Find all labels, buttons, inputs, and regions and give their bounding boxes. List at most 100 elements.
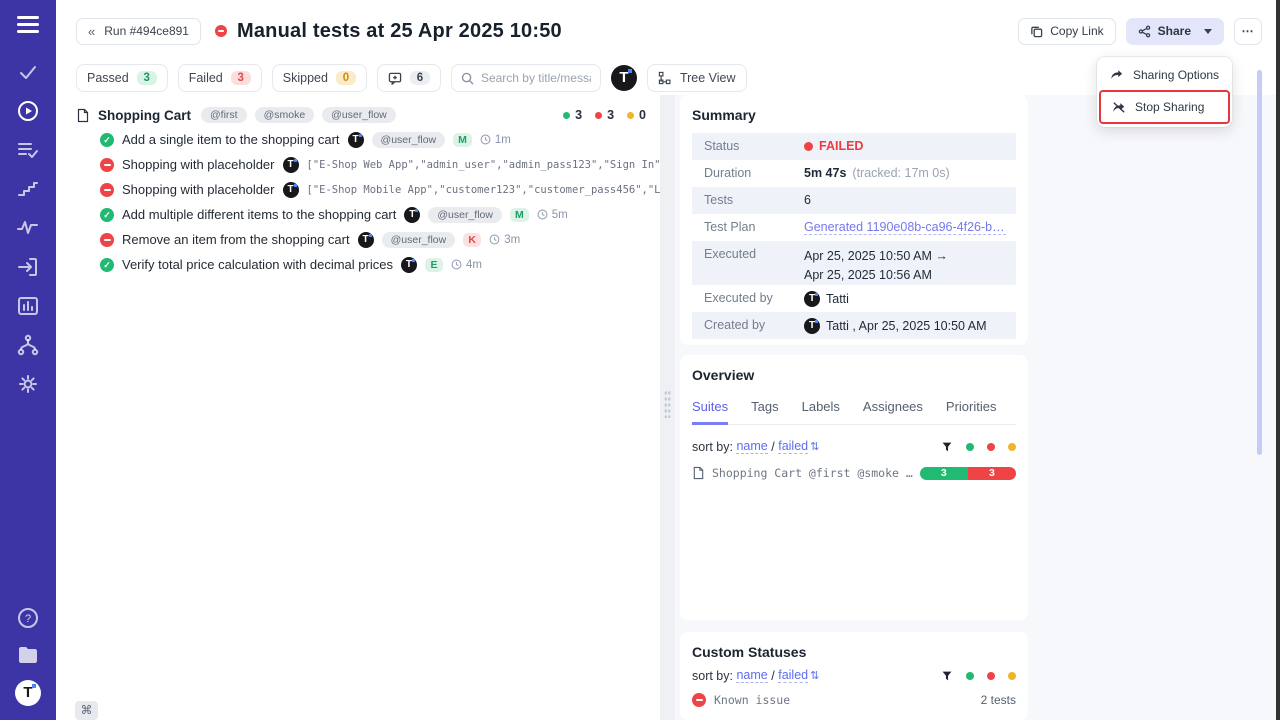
- menu-item-sharing-options[interactable]: Sharing Options: [1099, 60, 1230, 90]
- test-row[interactable]: Remove an item from the shopping cart @u…: [76, 227, 660, 252]
- pane-resize-handle[interactable]: [660, 95, 675, 720]
- assignee-filter-avatar[interactable]: [610, 65, 637, 91]
- sort-by-failed-link[interactable]: failed: [778, 439, 809, 454]
- failed-dot-icon: [804, 141, 813, 151]
- suite-name: Shopping Cart: [98, 107, 191, 123]
- summary-label: Test Plan: [704, 220, 756, 234]
- sidebar-item-steps[interactable]: [16, 177, 40, 201]
- share-button[interactable]: Share: [1125, 17, 1224, 45]
- test-row[interactable]: Shopping with placeholder ["E-Shop Mobil…: [76, 177, 776, 202]
- skipped-dot-icon[interactable]: [1008, 442, 1016, 451]
- suite-header[interactable]: Shopping Cart @first @smoke @user_flow 3…: [76, 103, 660, 127]
- sort-by-name-link[interactable]: name: [736, 668, 768, 683]
- tag-pill[interactable]: @smoke: [254, 107, 315, 123]
- passed-dot-icon[interactable]: [966, 671, 974, 680]
- sort-separator: /: [771, 668, 775, 683]
- test-plan-link[interactable]: Generated 1190e08b-ca96-4f26-b10f-d6dc..…: [804, 220, 1006, 235]
- test-row[interactable]: Shopping with placeholder ["E-Shop Web A…: [76, 152, 776, 177]
- menu-item-stop-sharing[interactable]: Stop Sharing: [1099, 90, 1230, 124]
- page-title: Manual tests at 25 Apr 2025 10:50: [236, 19, 562, 42]
- tab-suites[interactable]: Suites: [692, 395, 729, 425]
- search-input[interactable]: [480, 71, 591, 85]
- test-row[interactable]: Verify total price calculation with deci…: [76, 252, 660, 277]
- comments-filter-button[interactable]: 6: [376, 64, 441, 92]
- custom-status-name: Known issue: [714, 693, 791, 707]
- overview-suite-row[interactable]: Shopping Cart @first @smoke … 3 3: [692, 466, 1016, 480]
- tag-pill[interactable]: @user_flow: [322, 107, 396, 123]
- sort-direction-icon[interactable]: ⇅: [810, 441, 820, 453]
- keyboard-shortcut-button[interactable]: ⌘: [75, 701, 98, 720]
- filter-bar: Passed 3 Failed 3 Skipped 0 6 Tree View: [76, 64, 747, 92]
- import-icon: [18, 258, 37, 276]
- sidebar-item-import[interactable]: [16, 255, 40, 279]
- suite-passed-count: 3: [575, 108, 583, 122]
- sort-direction-icon[interactable]: ⇅: [810, 670, 820, 682]
- sidebar-item-tests[interactable]: [16, 60, 40, 84]
- skipped-dot-icon[interactable]: [1008, 671, 1016, 680]
- summary-label: Tests: [704, 193, 734, 207]
- failed-dot-icon[interactable]: [987, 442, 995, 451]
- failed-bar-segment: 3: [967, 466, 1016, 480]
- custom-status-badge: M: [453, 132, 472, 147]
- custom-status-badge: M: [509, 207, 529, 222]
- filter-failed-button[interactable]: Failed 3: [177, 64, 262, 92]
- tree-view-button[interactable]: Tree View: [646, 64, 747, 92]
- tests-count: 6: [804, 193, 811, 207]
- tag-pill[interactable]: @user_flow: [428, 206, 502, 223]
- suite-skipped-count: 0: [639, 108, 646, 122]
- more-options-button[interactable]: ⋯: [1234, 17, 1262, 45]
- check-icon: [20, 66, 36, 79]
- share-arrow-icon: [1111, 70, 1123, 79]
- passed-dot-icon[interactable]: [966, 442, 974, 451]
- tag-pill[interactable]: @first: [201, 107, 247, 123]
- chevron-down-icon[interactable]: [1204, 28, 1212, 34]
- summary-label: Duration: [704, 166, 752, 180]
- failed-status-icon: [214, 25, 227, 37]
- sidebar-item-reports[interactable]: [16, 294, 40, 318]
- sort-by-name-link[interactable]: name: [736, 439, 768, 454]
- test-passed-icon: [100, 257, 114, 272]
- tab-labels[interactable]: Labels: [801, 399, 840, 414]
- tab-tags[interactable]: Tags: [751, 399, 779, 414]
- vertical-scrollbar[interactable]: [1257, 70, 1262, 455]
- filter-skipped-button[interactable]: Skipped 0: [271, 64, 367, 92]
- sidebar-nav: [0, 60, 56, 396]
- sort-by-failed-link[interactable]: failed: [778, 668, 809, 683]
- sidebar-item-analytics[interactable]: [16, 216, 40, 240]
- passed-bar-segment: 3: [919, 466, 968, 480]
- filter-funnel-icon[interactable]: [941, 670, 953, 682]
- clock-icon: [537, 209, 548, 220]
- failed-dot-icon[interactable]: [987, 671, 995, 680]
- copy-link-button[interactable]: Copy Link: [1018, 17, 1116, 45]
- menu-hamburger-icon[interactable]: [17, 16, 39, 37]
- pulse-icon: [17, 221, 38, 234]
- sidebar-item-runs[interactable]: [16, 99, 40, 123]
- custom-status-row[interactable]: Known issue 2 tests: [692, 693, 1016, 707]
- assignee-avatar: [282, 181, 299, 198]
- tag-pill[interactable]: @user_flow: [371, 131, 446, 148]
- test-title: Shopping with placeholder: [122, 157, 275, 172]
- test-row[interactable]: Add multiple different items to the shop…: [76, 202, 660, 227]
- search-icon: [461, 72, 474, 85]
- clock-icon: [489, 234, 500, 245]
- test-row[interactable]: Add a single item to the shopping cart @…: [76, 127, 660, 152]
- sidebar-item-projects[interactable]: [16, 643, 40, 667]
- summary-label: Executed by: [704, 291, 773, 305]
- steps-icon: [18, 182, 38, 196]
- run-id-label: Run #494ce891: [104, 24, 189, 38]
- filter-passed-button[interactable]: Passed 3: [76, 64, 168, 92]
- user-avatar: [804, 318, 820, 334]
- user-avatar[interactable]: [15, 680, 41, 706]
- sidebar-item-settings[interactable]: [16, 372, 40, 396]
- tag-pill[interactable]: @user_flow: [381, 231, 456, 248]
- filter-funnel-icon[interactable]: [941, 441, 953, 453]
- back-to-run-button[interactable]: « Run #494ce891: [76, 17, 201, 45]
- comment-plus-icon: [388, 72, 402, 85]
- sort-by-label: sort by:: [692, 439, 733, 454]
- sidebar-item-help[interactable]: ?: [16, 606, 40, 630]
- tab-assignees[interactable]: Assignees: [862, 399, 923, 414]
- tab-priorities[interactable]: Priorities: [945, 399, 997, 414]
- sidebar-item-testcases[interactable]: [16, 138, 40, 162]
- copy-icon: [1031, 26, 1043, 37]
- sidebar-item-branches[interactable]: [16, 333, 40, 357]
